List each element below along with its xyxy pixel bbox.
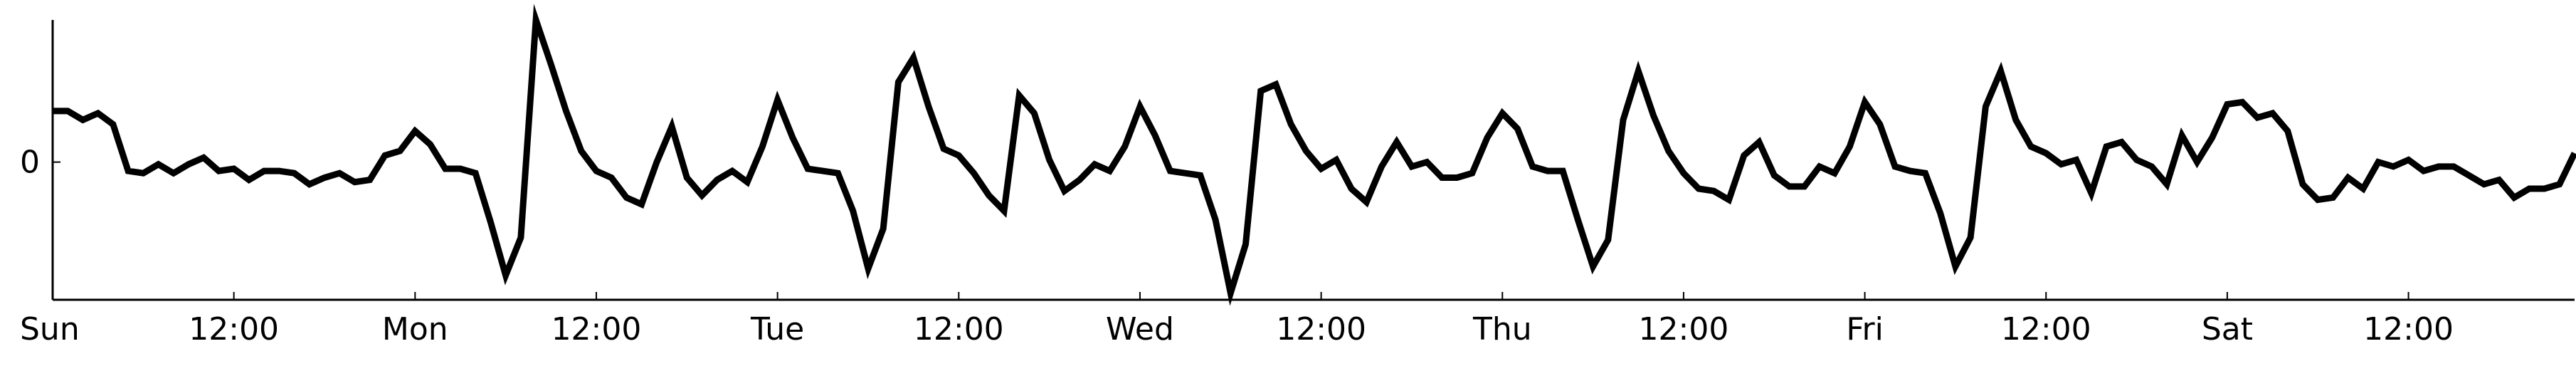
x-tick-label: 12:00 <box>1639 311 1729 347</box>
x-tick-label: Thu <box>1472 311 1532 347</box>
x-tick-label: Sat <box>2202 311 2253 347</box>
x-tick-label: 12:00 <box>2363 311 2454 347</box>
x-tick-label: Mon <box>382 311 448 347</box>
x-tick-label: 12:00 <box>914 311 1004 347</box>
x-tick-label: 12:00 <box>1276 311 1366 347</box>
x-tick-label: 12:00 <box>2001 311 2091 347</box>
series-line-0 <box>53 4 2576 306</box>
x-tick-label: Wed <box>1106 311 1174 347</box>
x-tick-label: 12:00 <box>189 311 279 347</box>
y-tick-label: 0 <box>20 145 40 181</box>
x-tick-label: Sun <box>20 311 80 347</box>
x-tick-label: Fri <box>1846 311 1883 347</box>
x-axis-ticks: Sun 12:00 Mon 12:00 Tue 12:00 Wed 12:00 Thu 12:00… <box>20 292 2454 347</box>
x-tick-label: Tue <box>750 311 804 347</box>
plot-area <box>53 4 2576 306</box>
x-tick-label: 12:00 <box>551 311 642 347</box>
axes <box>51 20 2575 301</box>
y-axis-ticks: 0 <box>20 145 60 181</box>
